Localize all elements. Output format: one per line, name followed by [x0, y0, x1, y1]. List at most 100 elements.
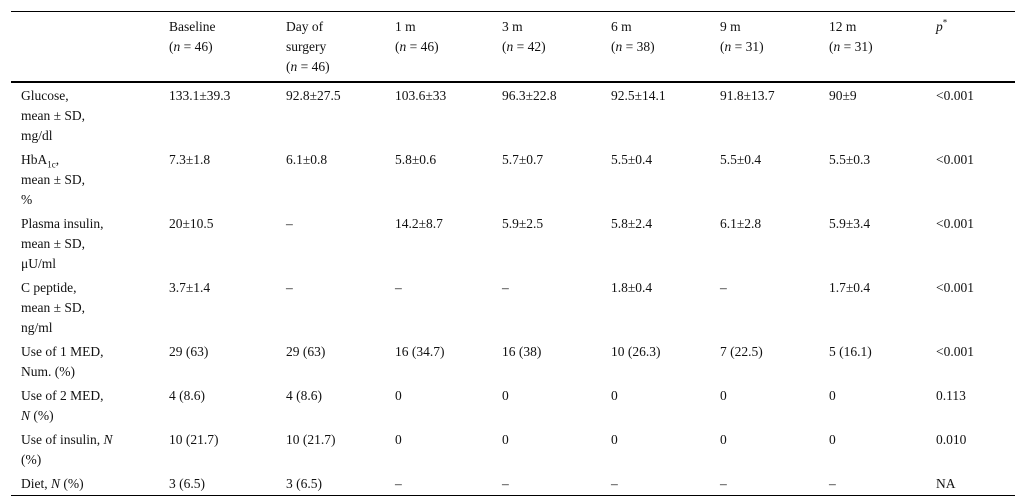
- row-label: Use of insulin, N (%): [11, 427, 159, 471]
- cell: <0.001: [936, 344, 974, 359]
- text: Day of: [286, 19, 324, 34]
- cell: 10 (26.3): [611, 344, 661, 359]
- text-line: (n = 31): [829, 37, 926, 57]
- text-line: mean ± SD,: [21, 170, 159, 190]
- cell: 0.010: [936, 432, 967, 447]
- cell: –: [395, 476, 402, 491]
- text-line: 9 m: [720, 17, 819, 37]
- text: = 38): [622, 39, 655, 54]
- row-label: HbA1c, mean ± SD,%: [11, 147, 159, 211]
- text: Glucose,: [21, 88, 69, 103]
- cell: –: [286, 280, 293, 295]
- table-row: C peptide, mean ± SD, ng/ml 3.7±1.4 – – – 1.8±0…: [11, 275, 1015, 339]
- text: 6 m: [611, 19, 632, 34]
- cell: 6.1±0.8: [286, 152, 328, 167]
- text: (: [286, 59, 291, 74]
- header-cell: 9 m (n = 31): [710, 12, 819, 83]
- cell: 91.8±13.7: [720, 88, 775, 103]
- table-row: Use of 2 MED, N (%) 4 (8.6) 4 (8.6) 0 0 0 0 0 0.1…: [11, 383, 1015, 427]
- text-line: Use of insulin, N: [21, 430, 159, 450]
- table-header: Baseline (n = 46) Day of surgery (n = 46) 1 m…: [11, 11, 1015, 83]
- text-line: (n = 42): [502, 37, 601, 57]
- cell: –: [829, 476, 836, 491]
- cell: <0.001: [936, 88, 974, 103]
- text: = 31): [731, 39, 764, 54]
- table-row: Glucose, mean ± SD, mg/dl 133.1±39.3 92.8±27…: [11, 82, 1015, 147]
- table-row: Use of 1 MED, Num. (%) 29 (63) 29 (63) 16 (3…: [11, 339, 1015, 383]
- cell: 5.8±2.4: [611, 216, 653, 231]
- cell: 5.5±0.4: [720, 152, 762, 167]
- text-italic: p: [936, 19, 943, 34]
- cell: 5.9±2.5: [502, 216, 544, 231]
- cell: 0: [395, 432, 402, 447]
- header-cell: 6 m (n = 38): [601, 12, 710, 83]
- table-row: Use of insulin, N (%) 10 (21.7) 10 (21.7) 0 0…: [11, 427, 1015, 471]
- cell: <0.001: [936, 152, 974, 167]
- text-line: (n = 46): [286, 57, 385, 77]
- text-sub: 1c: [47, 159, 56, 170]
- text-line: N (%): [21, 406, 159, 426]
- text-line: (n = 31): [720, 37, 819, 57]
- text: 9 m: [720, 19, 741, 34]
- text-line: Day of: [286, 17, 385, 37]
- cell: 0: [395, 388, 402, 403]
- text-line: Glucose,: [21, 86, 159, 106]
- text: Baseline: [169, 19, 216, 34]
- text-line: mg/dl: [21, 126, 159, 146]
- cell: 3.7±1.4: [169, 280, 211, 295]
- text-line: mean ± SD,: [21, 106, 159, 126]
- row-label: Use of 1 MED, Num. (%): [11, 339, 159, 383]
- header-cell: Baseline (n = 46): [159, 12, 276, 83]
- text: C peptide,: [21, 280, 77, 295]
- table-row: Plasma insulin, mean ± SD, μU/ml 20±10.5 – 14…: [11, 211, 1015, 275]
- text-line: mean ± SD,: [21, 234, 159, 254]
- text: (%): [21, 452, 42, 467]
- text: Use of 1 MED,: [21, 344, 104, 359]
- cell: 5.5±0.4: [611, 152, 653, 167]
- text-line: (n = 38): [611, 37, 710, 57]
- header-cell: 3 m (n = 42): [492, 12, 601, 83]
- cell: 5.9±3.4: [829, 216, 871, 231]
- text: = 46): [297, 59, 330, 74]
- text-line: 6 m: [611, 17, 710, 37]
- cell: 5.7±0.7: [502, 152, 544, 167]
- text: (: [829, 39, 834, 54]
- text: mean ± SD,: [21, 236, 86, 251]
- cell: 10 (21.7): [286, 432, 336, 447]
- cell: 0: [611, 432, 618, 447]
- text-line: %: [21, 190, 159, 210]
- text: (: [395, 39, 400, 54]
- cell: –: [502, 280, 509, 295]
- cell: 90±9: [829, 88, 857, 103]
- text-italic: n: [615, 39, 623, 54]
- cell: 3 (6.5): [169, 476, 205, 491]
- text: 3 m: [502, 19, 523, 34]
- text-line: 12 m: [829, 17, 926, 37]
- cell: –: [720, 476, 727, 491]
- cell: 5.5±0.3: [829, 152, 871, 167]
- text-italic: N: [103, 432, 113, 447]
- text: (: [720, 39, 725, 54]
- cell: 0: [720, 432, 727, 447]
- cell: –: [720, 280, 727, 295]
- text: = 46): [406, 39, 439, 54]
- text-italic: n: [506, 39, 514, 54]
- text: Plasma insulin,: [21, 216, 104, 231]
- text: (: [502, 39, 507, 54]
- cell: 4 (8.6): [286, 388, 322, 403]
- header-row: Baseline (n = 46) Day of surgery (n = 46) 1 m…: [11, 11, 1015, 83]
- text-line: 1 m: [395, 17, 492, 37]
- header-cell: p*: [926, 12, 1015, 83]
- cell: 96.3±22.8: [502, 88, 557, 103]
- text-line: mean ± SD,: [21, 298, 159, 318]
- cell: 29 (63): [286, 344, 326, 359]
- table-body: Glucose, mean ± SD, mg/dl 133.1±39.3 92.8±27…: [11, 82, 1015, 496]
- cell: 20±10.5: [169, 216, 214, 231]
- cell: 5 (16.1): [829, 344, 872, 359]
- table-row: Diet, N (%) 3 (6.5) 3 (6.5) – – – – – NA: [11, 471, 1015, 496]
- cell: 0: [502, 388, 509, 403]
- text-italic: n: [290, 59, 298, 74]
- cell: –: [286, 216, 293, 231]
- table-row: HbA1c, mean ± SD,% 7.3±1.8 6.1±0.8 5.8±0.6 5.…: [11, 147, 1015, 211]
- text: %: [21, 192, 33, 207]
